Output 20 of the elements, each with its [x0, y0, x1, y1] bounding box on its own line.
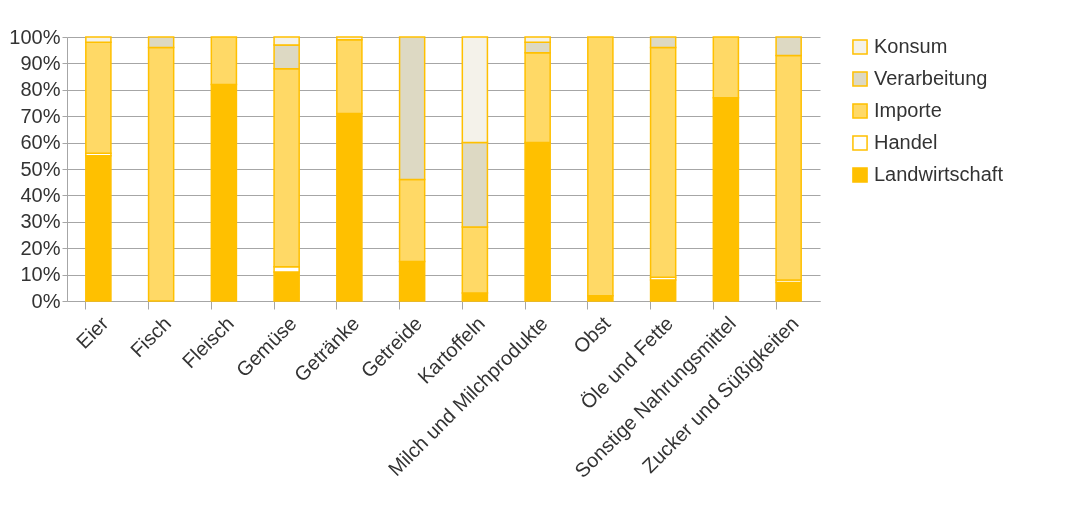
y-tick-label: 30%	[20, 210, 61, 233]
y-tick-label: 20%	[20, 236, 61, 259]
y-tick-label: 10%	[20, 263, 61, 286]
y-tick-label: 100%	[9, 25, 61, 48]
bar	[649, 279, 677, 302]
legend-label: Handel	[874, 131, 938, 153]
legend-label: Landwirtschaft	[874, 163, 1004, 185]
bar	[85, 155, 112, 302]
y-tick-label: 40%	[20, 183, 61, 206]
bar	[273, 271, 300, 302]
x-tick-label: Eier	[71, 311, 113, 353]
y-tick-label: 90%	[20, 51, 61, 74]
legend-label: Importe	[874, 99, 942, 121]
y-tick-label: 50%	[20, 157, 61, 180]
legend-label: Verarbeitung	[874, 67, 988, 89]
legend-label: Konsum	[874, 35, 948, 57]
y-tick-label: 80%	[20, 78, 61, 101]
y-tick-label: 0%	[31, 289, 61, 312]
y-tick-label: 70%	[20, 104, 61, 127]
y-tick-label: 60%	[20, 131, 61, 154]
